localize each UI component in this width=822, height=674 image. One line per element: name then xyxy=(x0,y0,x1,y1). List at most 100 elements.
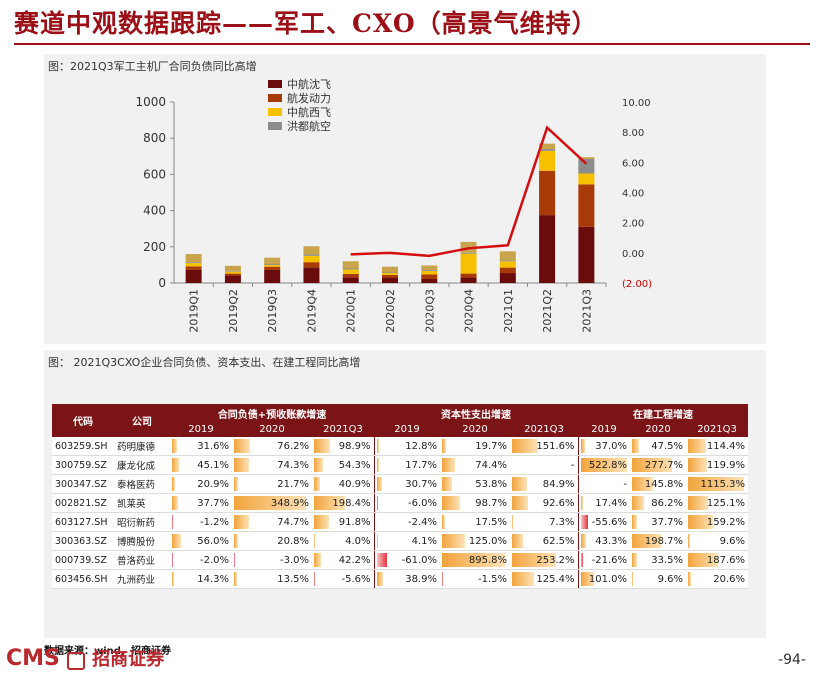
cell-value: 74.4% xyxy=(440,455,511,475)
y-left-tick-label: 800 xyxy=(143,131,166,145)
data-source: 数据来源：wind，招商证券 xyxy=(44,646,171,657)
cell-value: 92.6% xyxy=(510,493,579,513)
bar-segment xyxy=(224,271,241,272)
y-right-tick-label: 6.00 xyxy=(622,158,644,169)
legend-label: 中航沈飞 xyxy=(287,77,331,91)
data-bar xyxy=(580,458,627,472)
data-bar xyxy=(234,515,250,529)
cell-value: 45.1% xyxy=(170,455,232,475)
table-row: 002821.SZ 凯莱英 37.7% 348.9% 198.4% -6.0% 98.7% 9… xyxy=(52,493,749,513)
header-group-contract: 合同负债+预收账款增速 xyxy=(170,404,375,422)
x-tick-label: 2021Q1 xyxy=(502,289,515,333)
legend-swatch xyxy=(268,80,282,88)
data-bar xyxy=(314,439,330,453)
cell-value: 125.1% xyxy=(686,493,749,513)
bar-segment xyxy=(382,273,398,275)
cell-value: 62.5% xyxy=(510,531,579,551)
data-bar xyxy=(580,515,588,529)
bar-segment xyxy=(224,273,241,276)
data-bar xyxy=(442,534,465,548)
cell-value: 17.4% xyxy=(577,493,631,513)
cell-value: 43.3% xyxy=(577,531,631,551)
cell-value: -55.6% xyxy=(577,512,631,532)
data-bar xyxy=(512,553,556,567)
data-bar xyxy=(442,553,506,567)
header-code: 代码 xyxy=(52,404,114,437)
data-bar xyxy=(376,553,387,567)
cell-value: 40.9% xyxy=(312,474,375,494)
bar-segment xyxy=(342,268,359,270)
cell-value: - xyxy=(577,474,631,494)
cell-value: 125.0% xyxy=(440,531,511,551)
data-bar xyxy=(314,553,321,567)
cell-value: 151.6% xyxy=(510,437,579,456)
data-bar xyxy=(632,477,654,491)
x-tick-label: 2020Q1 xyxy=(345,289,358,333)
title-divider xyxy=(14,43,810,45)
cell-code: 300363.SZ xyxy=(52,531,114,551)
data-bar xyxy=(512,496,529,510)
cell-value: 198.7% xyxy=(630,531,687,551)
table-row: 000739.SZ 普洛药业 -2.0% -3.0% 42.2% -61.0% 895.8%… xyxy=(52,550,749,570)
bar-segment xyxy=(499,267,516,274)
header-year: 2021Q3 xyxy=(686,422,749,437)
cell-code: 603127.SH xyxy=(52,512,114,532)
data-bar xyxy=(172,496,178,510)
data-bar xyxy=(688,439,707,453)
header-group-construction: 在建工程增速 xyxy=(578,404,749,422)
cell-value: 38.9% xyxy=(373,569,441,589)
header-company: 公司 xyxy=(114,404,170,437)
cell-value: 253.2% xyxy=(510,550,579,570)
data-bar xyxy=(632,496,645,510)
cell-value: -6.0% xyxy=(373,493,441,513)
bar-segment xyxy=(382,274,398,278)
data-bar xyxy=(172,477,176,491)
cell-value: 54.3% xyxy=(312,455,375,475)
data-bar xyxy=(442,477,452,491)
legend-swatch xyxy=(268,94,282,102)
data-bar xyxy=(688,496,708,510)
header-year: 2019 xyxy=(374,422,441,437)
data-bar xyxy=(688,534,690,548)
table-row: 300759.SZ 康龙化成 45.1% 74.3% 54.3% 17.7% 74.4% -5… xyxy=(52,455,749,475)
data-bar xyxy=(314,534,315,548)
y-right-tick-label: 8.00 xyxy=(622,128,644,139)
bar-segment xyxy=(382,277,398,283)
legend-swatch xyxy=(268,108,282,116)
x-tick-label: 2020Q4 xyxy=(463,289,476,333)
cell-value: 74.3% xyxy=(232,455,312,475)
cell-value: 37.7% xyxy=(170,493,232,513)
bar-segment xyxy=(303,255,320,263)
data-bar xyxy=(314,458,323,472)
cell-value: 53.8% xyxy=(440,474,511,494)
cell-value: 20.8% xyxy=(232,531,312,551)
header-year: 2020 xyxy=(440,422,511,437)
bar-segment xyxy=(421,269,438,271)
cell-value: 21.7% xyxy=(232,474,312,494)
cell-value: 91.8% xyxy=(312,512,375,532)
cell-value: -1.5% xyxy=(440,569,511,589)
page-number: -94- xyxy=(778,652,806,668)
bar-segment xyxy=(264,257,281,264)
cell-value: 277.7% xyxy=(630,455,687,475)
table-row: 603456.SH 九洲药业 14.3% 13.5% -5.6% 38.9% -1.5% 12… xyxy=(52,569,749,589)
chart-panel xyxy=(44,54,766,344)
bar-segment xyxy=(342,261,359,269)
cell-value: 37.7% xyxy=(630,512,687,532)
cell-value: 31.6% xyxy=(170,437,232,456)
cell-value: -1.2% xyxy=(170,512,232,532)
cell-value: 37.0% xyxy=(577,437,631,456)
cell-value: 4.1% xyxy=(373,531,441,551)
cell-value: 86.2% xyxy=(630,493,687,513)
cell-company: 普洛药业 xyxy=(114,550,170,570)
cell-value: 98.7% xyxy=(440,493,511,513)
bar-segment xyxy=(578,173,595,185)
table-row: 300347.SZ 泰格医药 20.9% 21.7% 40.9% 30.7% 53.8% 84… xyxy=(52,474,749,494)
logo-cms-text: CMS xyxy=(6,646,60,671)
cell-company: 博腾股份 xyxy=(114,531,170,551)
bar-segment xyxy=(185,269,202,283)
cell-value: -2.0% xyxy=(170,550,232,570)
bar-segment xyxy=(303,267,320,283)
data-bar xyxy=(172,439,178,453)
y-left-tick-label: 200 xyxy=(143,240,166,254)
